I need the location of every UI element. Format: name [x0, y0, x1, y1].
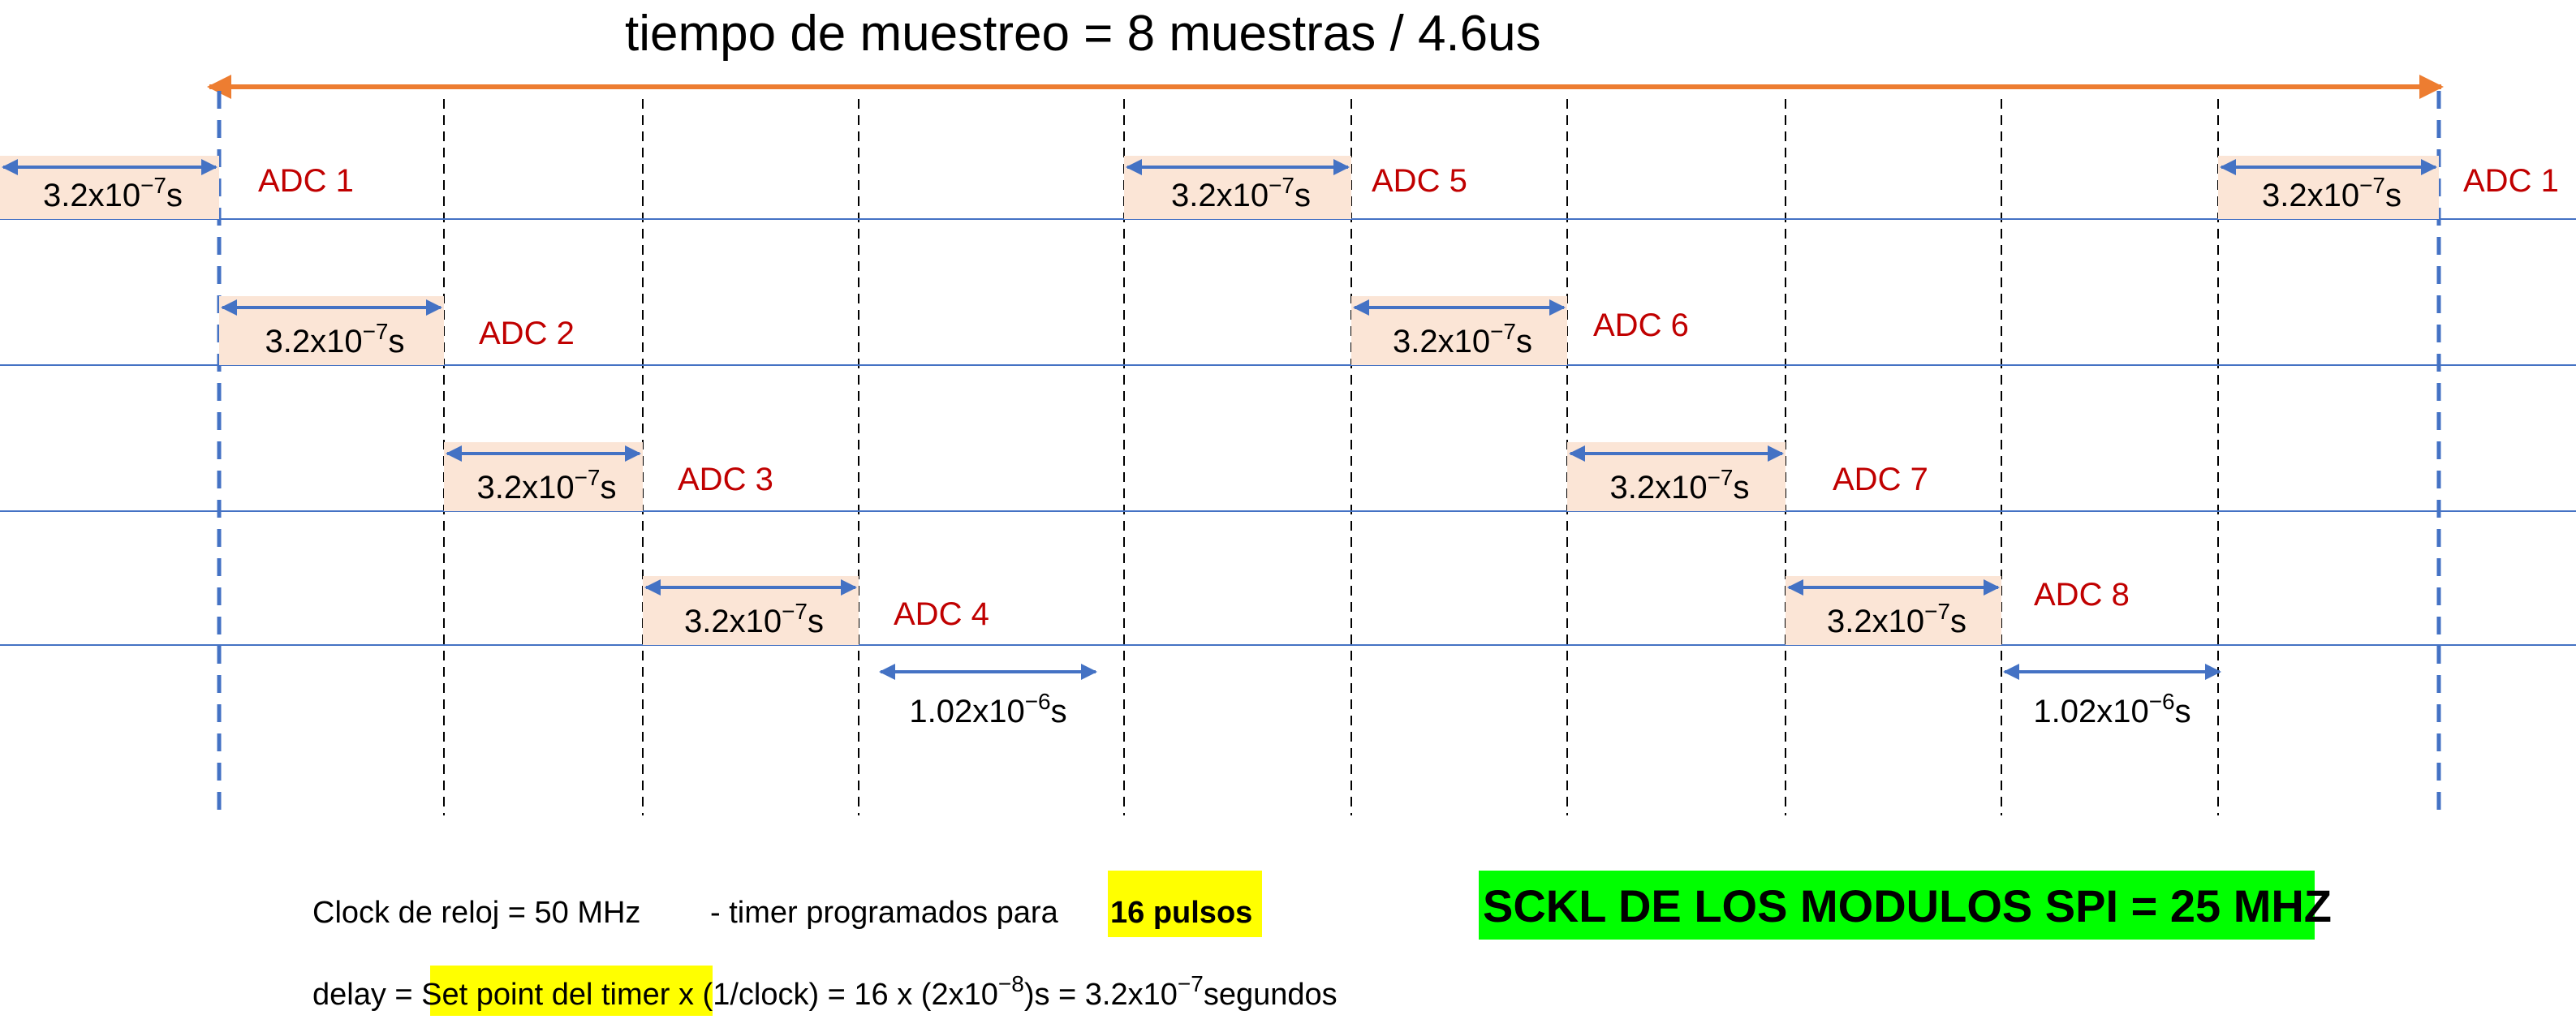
adc-label: ADC 1: [258, 163, 354, 199]
adc-label: ADC 8: [2034, 577, 2130, 613]
duration-boxes: 3.2x10−7s 3.2x10−7s 3.2x10−7s 3.2x10−7s 3.2x…: [0, 156, 2439, 645]
diagram-title: tiempo de muestreo = 8 muestras / 4.6us: [625, 6, 1541, 62]
duration-label: 3.2x10−7s: [1827, 599, 1966, 639]
duration-box: 3.2x10−7s: [1124, 156, 1351, 219]
timer-note: - timer programados para: [710, 896, 1059, 930]
duration-box: 3.2x10−7s: [219, 296, 444, 365]
gap-label: 1.02x10−6s: [2033, 689, 2190, 729]
adc-label: ADC 4: [894, 596, 989, 632]
adc-label: ADC 2: [479, 316, 575, 351]
spi-highlight: [1479, 871, 2315, 940]
duration-label: 3.2x10−7s: [684, 599, 824, 639]
gap-interval: 1.02x10−6s: [2003, 664, 2221, 729]
timer-pulses: 16 pulsos: [1110, 896, 1252, 930]
duration-label: 3.2x10−7s: [1609, 465, 1749, 505]
duration-label: 3.2x10−7s: [476, 465, 616, 505]
duration-box: 3.2x10−7s: [1567, 442, 1786, 511]
duration-label: 3.2x10−7s: [265, 319, 404, 359]
adc-label: ADC 6: [1593, 308, 1689, 343]
adc-label: ADC 5: [1372, 163, 1467, 199]
spi-note: SCKL DE LOS MODULOS SPI = 25 MHZ: [1483, 880, 2332, 931]
setpoint-highlight: [430, 966, 713, 1016]
duration-label: 3.2x10−7s: [43, 173, 183, 213]
channel-lines: [0, 218, 2576, 646]
duration-box: 3.2x10−7s: [2218, 156, 2439, 219]
adc-label: ADC 7: [1833, 462, 1928, 497]
adc-label: ADC 1: [2463, 163, 2559, 199]
duration-label: 3.2x10−7s: [1171, 173, 1311, 213]
duration-label: 3.2x10−7s: [2262, 173, 2402, 213]
duration-box: 3.2x10−7s: [1351, 296, 1567, 365]
duration-label: 3.2x10−7s: [1393, 319, 1532, 359]
pulses-highlight: [1108, 871, 1262, 937]
delay-formula: delay = Set point del timer x (1/clock) …: [312, 971, 1338, 1012]
adc-label: ADC 3: [678, 462, 773, 497]
gap-intervals: 1.02x10−6s 1.02x10−6s: [879, 664, 2221, 729]
gap-interval: 1.02x10−6s: [879, 664, 1097, 729]
duration-box: 3.2x10−7s: [1786, 576, 2001, 645]
clock-note: Clock de reloj = 50 MHz: [312, 896, 640, 930]
adc-labels: ADC 1 ADC 2 ADC 3 ADC 4 ADC 5 ADC 6 ADC …: [258, 163, 2559, 632]
duration-box: 3.2x10−7s: [444, 442, 643, 511]
duration-box: 3.2x10−7s: [0, 156, 219, 219]
gap-label: 1.02x10−6s: [909, 689, 1066, 729]
duration-box: 3.2x10−7s: [643, 576, 859, 645]
